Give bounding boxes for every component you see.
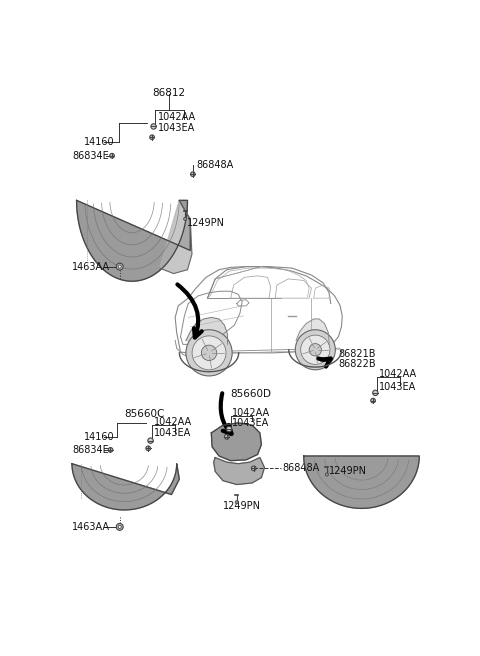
Circle shape (146, 446, 151, 451)
Circle shape (186, 330, 232, 376)
Text: 14160: 14160 (84, 432, 115, 441)
Text: 86834E: 86834E (72, 151, 109, 161)
Text: 86848A: 86848A (196, 160, 233, 170)
Circle shape (371, 398, 375, 403)
Text: 1463AA: 1463AA (72, 262, 110, 272)
Circle shape (372, 390, 378, 396)
Text: 1042AA: 1042AA (158, 112, 196, 122)
Circle shape (110, 154, 114, 158)
Text: 1042AA: 1042AA (379, 369, 417, 379)
Circle shape (148, 438, 153, 443)
Text: 1042AA: 1042AA (232, 408, 270, 418)
Circle shape (295, 330, 336, 370)
Text: 86812: 86812 (153, 88, 186, 98)
Circle shape (235, 501, 238, 504)
Text: 1043EA: 1043EA (158, 123, 195, 133)
Text: 85660D: 85660D (230, 390, 272, 400)
Circle shape (150, 135, 155, 140)
Polygon shape (160, 200, 192, 274)
Polygon shape (72, 464, 180, 510)
Circle shape (325, 473, 328, 476)
Circle shape (118, 525, 121, 529)
Circle shape (227, 426, 232, 432)
Text: 86834E: 86834E (72, 445, 109, 455)
Text: 14160: 14160 (84, 137, 115, 147)
Text: 1043EA: 1043EA (232, 418, 269, 428)
Circle shape (184, 217, 187, 220)
Circle shape (116, 263, 123, 270)
Polygon shape (211, 423, 262, 461)
Polygon shape (186, 318, 228, 344)
Circle shape (108, 447, 113, 452)
Circle shape (201, 345, 217, 361)
Text: 1043EA: 1043EA (379, 382, 417, 392)
Text: 1463AA: 1463AA (72, 522, 110, 532)
Text: 1042AA: 1042AA (154, 417, 192, 427)
Circle shape (191, 172, 195, 176)
Circle shape (151, 124, 156, 129)
Circle shape (309, 344, 322, 356)
Text: 86822B: 86822B (338, 359, 376, 369)
Text: 85660C: 85660C (124, 409, 165, 419)
Circle shape (300, 335, 330, 364)
Text: 86848A: 86848A (282, 463, 320, 474)
Polygon shape (296, 319, 329, 344)
Text: 86821B: 86821B (338, 350, 376, 359)
Circle shape (225, 434, 229, 439)
Polygon shape (304, 456, 419, 508)
Text: 1249PN: 1249PN (329, 466, 367, 476)
Circle shape (192, 336, 226, 370)
Circle shape (118, 265, 121, 268)
Polygon shape (214, 458, 264, 485)
Circle shape (252, 466, 256, 470)
Text: 1043EA: 1043EA (154, 428, 191, 438)
Text: 1249PN: 1249PN (187, 218, 225, 228)
Polygon shape (77, 200, 190, 281)
Circle shape (116, 523, 123, 530)
Text: 1249PN: 1249PN (223, 501, 261, 511)
